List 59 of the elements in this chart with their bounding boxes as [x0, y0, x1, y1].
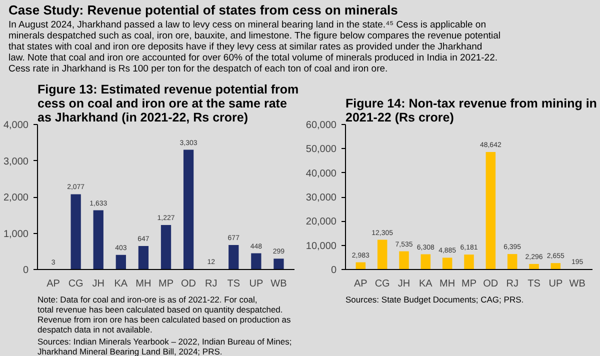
bar	[93, 210, 104, 270]
bar	[274, 258, 284, 270]
y-tick-label: 2,000	[3, 192, 29, 204]
y-tick-label: 50,000	[306, 144, 337, 156]
source-note: Sources: Indian Minerals Yearbook – 2022, Indian Bureau of Mines; Jharkhand Mineral Bearing Land Bill, 2024; PRS.	[38, 336, 292, 356]
text: Case Study: Revenue potential of states from cess on minerals	[8, 2, 398, 18]
bar	[550, 263, 561, 270]
x-tick-label: MH	[440, 278, 456, 290]
bar	[138, 246, 149, 270]
bar	[251, 253, 262, 270]
bar	[399, 251, 409, 270]
y-tick-label: 0	[22, 265, 29, 276]
x-tick-label: AP	[354, 278, 368, 290]
bar	[70, 194, 81, 270]
x-tick-label: UP	[249, 278, 264, 290]
y-tick-label: 30,000	[306, 192, 337, 204]
x-tick-label: TS	[227, 278, 240, 290]
y-tick-label: 60,000	[306, 120, 337, 131]
bar	[486, 152, 496, 270]
x-tick-label: MP	[158, 278, 174, 290]
chart-title: Figure 13: Estimated revenue potential from cess on coal and iron ore at the same rate as Jharkhand (in 2021-22, Rs crore)	[38, 82, 299, 124]
bar	[377, 240, 388, 270]
bar	[420, 254, 431, 270]
chart-title: Figure 14: Non-tax revenue from mining in 2021-22 (Rs crore)	[346, 96, 597, 124]
x-tick-label: TS	[528, 278, 541, 290]
x-tick-label: RJ	[204, 278, 218, 290]
x-tick-label: OD	[483, 278, 498, 290]
x-tick-label: OD	[181, 278, 196, 290]
y-tick-label: 3,000	[3, 156, 29, 168]
y-tick-label: 10,000	[306, 240, 337, 252]
x-tick-label: MH	[136, 278, 152, 290]
source-note: Sources: State Budget Documents; CAG; PRS.	[346, 294, 524, 304]
y-tick-label: 0	[330, 265, 337, 276]
x-tick-label: CG	[68, 278, 84, 290]
x-tick-label: WB	[569, 278, 586, 290]
bar	[116, 254, 126, 270]
bar	[183, 150, 194, 270]
y-tick-label: 4,000	[3, 120, 29, 131]
x-tick-label: KA	[418, 278, 433, 290]
y-tick-label: 20,000	[306, 216, 337, 228]
bar	[442, 258, 452, 270]
bar	[464, 254, 474, 270]
x-tick-label: JH	[92, 278, 104, 290]
bar	[160, 225, 172, 270]
x-tick-label: KA	[114, 278, 128, 290]
y-tick-label: 40,000	[306, 168, 337, 180]
x-tick-label: CG	[374, 278, 390, 290]
x-tick-label: UP	[548, 278, 563, 290]
x-tick-label: AP	[46, 278, 60, 290]
text: In August 2024, Jharkhand passed a law to levy cess on mineral bearing land in the state.⁴⁵ Cess is applicable on minerals despatched such as coal, iron ore, bauxite, and limestone. The figure below compares the revenue potential that states with coal and iron ore deposits have if they levy cess at similar rates as provided under the Jharkhand law. Note that coal and iron ore accounted for over 60% of the total volume of minerals produced in India in 2021-22. Cess rate in Jharkhand is Rs 100 per ton for the despatch of each ton of coal and iron ore.	[8, 20, 501, 74]
x-tick-label: MP	[462, 278, 477, 290]
x-tick-label: WB	[270, 278, 288, 290]
bar	[507, 254, 518, 270]
x-tick-label: JH	[398, 278, 410, 290]
bar	[228, 244, 239, 270]
text: Note: Data for coal and iron-ore is as of 2021-22. For coal, total revenue has been calculated based on quantity despatched. Revenue from iron ore has been calculated based on production as despatch data in not available.	[38, 294, 291, 334]
bar	[529, 264, 539, 270]
x-tick-label: RJ	[506, 278, 518, 290]
y-tick-label: 1,000	[3, 228, 29, 240]
